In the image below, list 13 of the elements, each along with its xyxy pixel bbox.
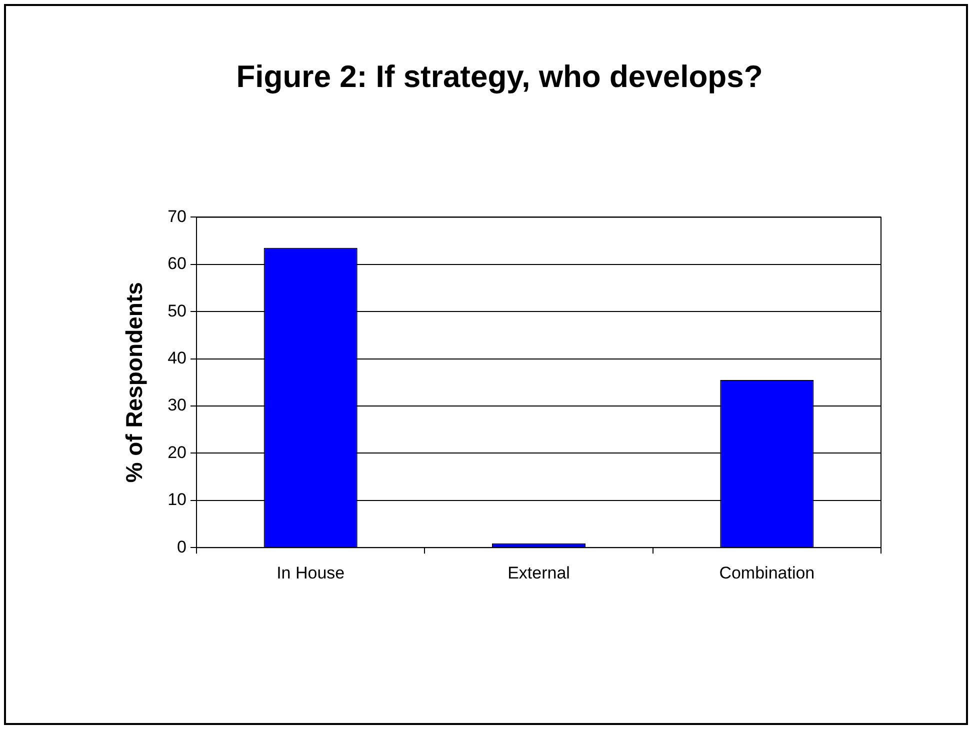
y-tick-label: 60 [168, 254, 187, 274]
y-tick-label: 70 [168, 206, 187, 226]
chart-title: Figure 2: If strategy, who develops? [236, 59, 763, 94]
y-tick-label: 30 [168, 396, 187, 415]
y-tick-label: 20 [168, 442, 187, 462]
x-tick-label: External [508, 563, 570, 582]
x-tick-label: In House [276, 563, 345, 582]
y-axis-title: % of Respondents [121, 282, 148, 483]
x-tick-label: Combination [719, 563, 815, 582]
y-tick-label: 0 [177, 537, 187, 556]
y-tick-label: 10 [168, 490, 187, 510]
y-tick-label: 40 [168, 348, 187, 368]
y-tick-label: 50 [168, 301, 187, 320]
